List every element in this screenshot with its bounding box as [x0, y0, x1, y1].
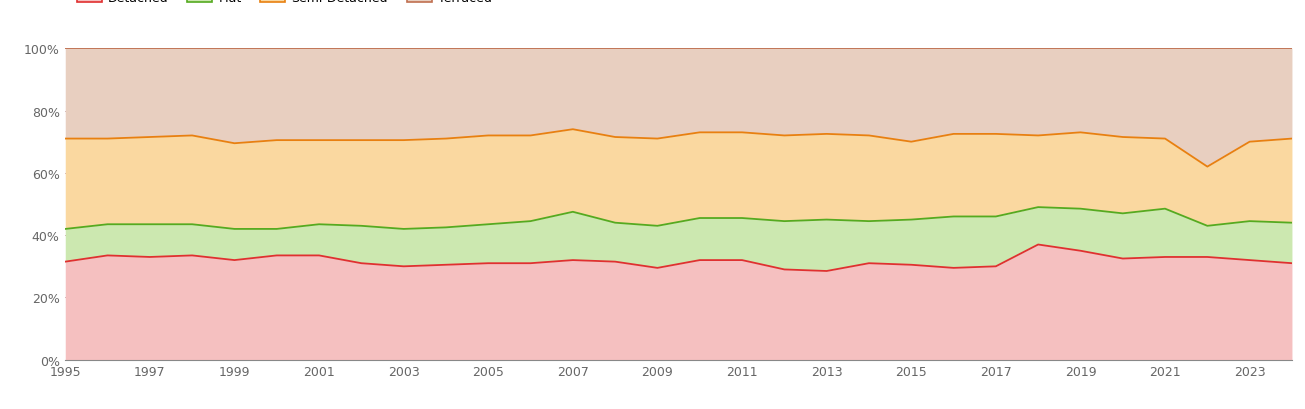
Legend: Detached, Flat, Semi-Detached, Terraced: Detached, Flat, Semi-Detached, Terraced	[72, 0, 497, 10]
